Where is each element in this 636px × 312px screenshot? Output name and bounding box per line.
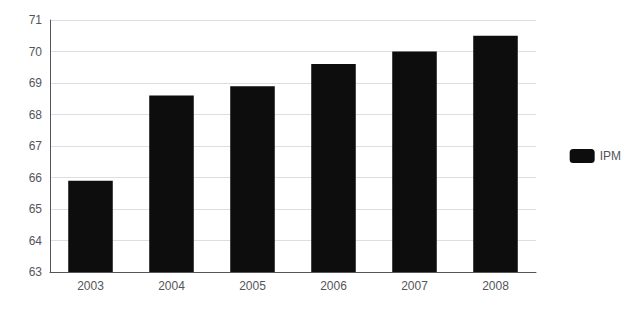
- svg-text:71: 71: [29, 13, 43, 27]
- svg-text:64: 64: [29, 234, 43, 248]
- svg-text:63: 63: [29, 265, 43, 279]
- svg-text:2005: 2005: [239, 279, 266, 293]
- svg-text:IPM: IPM: [600, 149, 621, 163]
- svg-text:2007: 2007: [401, 279, 428, 293]
- svg-text:2004: 2004: [158, 279, 185, 293]
- svg-text:68: 68: [29, 108, 43, 122]
- svg-text:67: 67: [29, 139, 43, 153]
- svg-text:65: 65: [29, 202, 43, 216]
- svg-text:66: 66: [29, 171, 43, 185]
- svg-text:69: 69: [29, 76, 43, 90]
- svg-text:2008: 2008: [482, 279, 509, 293]
- svg-text:2003: 2003: [77, 279, 104, 293]
- svg-text:70: 70: [29, 45, 43, 59]
- svg-text:2006: 2006: [320, 279, 347, 293]
